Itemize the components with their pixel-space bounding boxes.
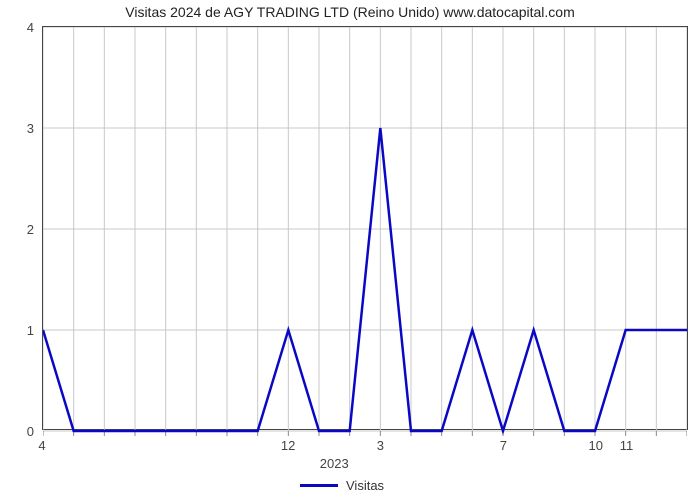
x-axis-sublabel: 2023 (320, 456, 349, 471)
legend-swatch (300, 484, 338, 487)
y-tick-label: 2 (27, 222, 34, 237)
y-tick-label: 4 (27, 20, 34, 35)
x-tick-label: 7 (500, 438, 507, 453)
legend: Visitas (300, 478, 384, 493)
plot-area (42, 26, 688, 430)
plot-svg (43, 27, 687, 437)
legend-label: Visitas (346, 478, 384, 493)
x-tick-label: 11 (620, 438, 634, 453)
x-tick-label: 10 (588, 438, 602, 453)
chart-container: Visitas 2024 de AGY TRADING LTD (Reino U… (0, 0, 700, 500)
chart-title: Visitas 2024 de AGY TRADING LTD (Reino U… (0, 4, 700, 20)
y-tick-label: 1 (27, 323, 34, 338)
y-tick-label: 3 (27, 121, 34, 136)
x-tick-label: 12 (281, 438, 295, 453)
x-tick-label: 4 (38, 438, 45, 453)
y-tick-label: 0 (27, 424, 34, 439)
x-tick-label: 3 (377, 438, 384, 453)
